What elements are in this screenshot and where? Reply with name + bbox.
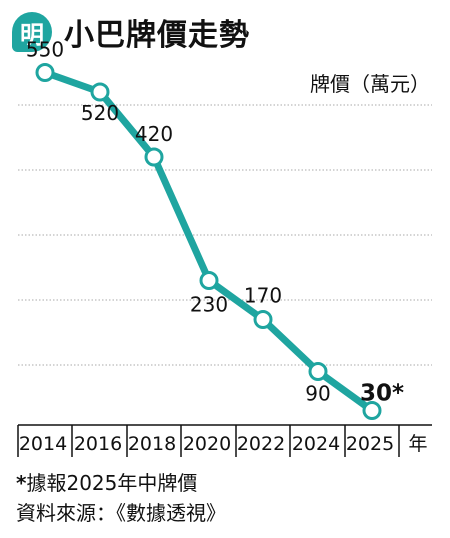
data-label: 90 (305, 382, 330, 406)
data-labels: 550 520 420 230 170 90 30* (26, 38, 404, 407)
data-label: 520 (81, 101, 119, 125)
x-tick-label: 2014 (19, 433, 67, 455)
x-tick-label: 2016 (74, 433, 122, 455)
x-tick-label: 2024 (292, 433, 340, 455)
x-axis-unit-label: 年 (408, 433, 427, 455)
data-label: 170 (244, 284, 282, 308)
x-tick-label: 2020 (183, 433, 231, 455)
footnote-line-1: *據報2025年中牌價 (16, 468, 226, 498)
data-point (199, 271, 219, 290)
data-point (253, 310, 273, 329)
x-tick-label: 2018 (128, 433, 176, 455)
data-point (144, 147, 164, 167)
data-label: 230 (190, 293, 228, 317)
data-point (35, 63, 55, 82)
source-line: 資料來源：《數據透視》 (16, 501, 226, 525)
data-point (308, 362, 328, 381)
data-label: 30* (360, 381, 404, 407)
data-point (90, 82, 110, 102)
data-point (362, 401, 382, 420)
x-tick-label: 2022 (237, 433, 285, 455)
gridlines (18, 104, 432, 366)
chart-header: 明 小巴牌價走勢 (12, 10, 250, 54)
footnote-star: * (16, 471, 27, 495)
x-axis: 2014 2016 2018 2020 2022 2024 2025 年 (17, 424, 432, 457)
data-label: 550 (26, 38, 64, 62)
chart-title: 小巴牌價走勢 (64, 18, 250, 53)
footnote: *據報2025年中牌價 資料來源：《數據透視》 (16, 468, 226, 528)
price-series (35, 63, 382, 420)
data-label: 420 (135, 122, 173, 146)
x-tick-label: 2025 (346, 433, 394, 455)
y-axis-unit-label: 牌價（萬元） (310, 72, 430, 96)
ming-pao-logo-icon: 明 (12, 12, 52, 52)
footnote-text: 據報2025年中牌價 (26, 471, 198, 495)
